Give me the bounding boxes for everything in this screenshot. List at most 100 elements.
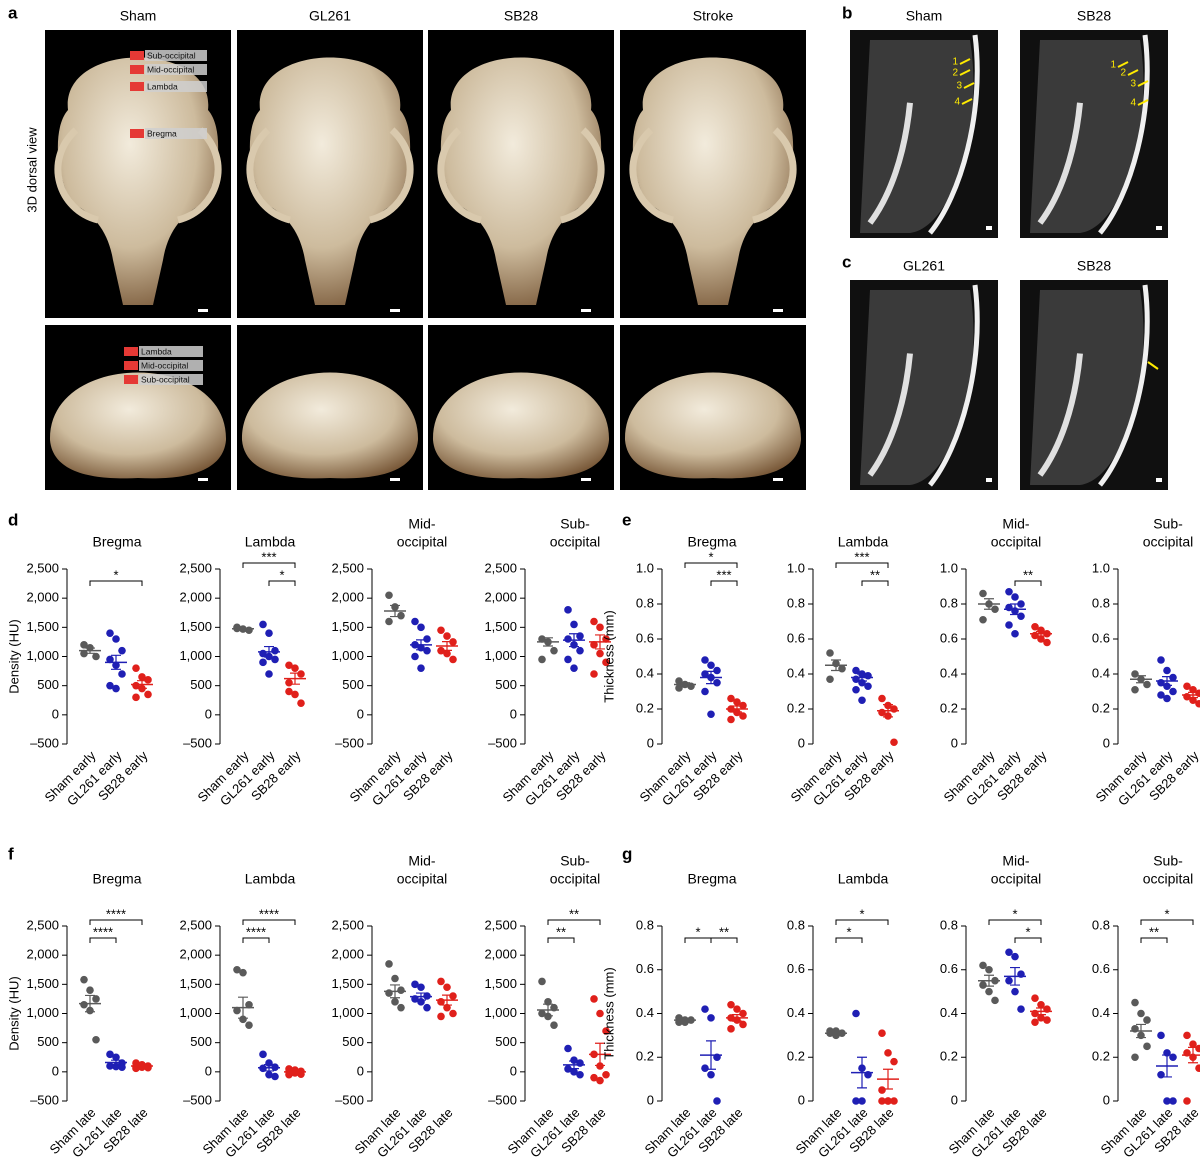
data-point [538, 977, 546, 986]
error-bar [706, 1040, 716, 1070]
data-point [864, 682, 872, 691]
data-point [564, 655, 572, 664]
y-tick-label: 0.4 [787, 1005, 805, 1020]
data-point [707, 710, 715, 719]
significance-label: * [113, 567, 118, 582]
ct-bone [867, 353, 913, 477]
y-tick-label: –500 [183, 735, 212, 750]
error-bar [416, 992, 426, 1001]
data-point [602, 1070, 610, 1079]
data-point [437, 977, 445, 986]
data-point [852, 1009, 860, 1018]
error-bar [680, 1018, 690, 1022]
data-point [590, 641, 598, 649]
data-point [1131, 685, 1139, 694]
chart-title: Mid- [1002, 853, 1030, 869]
significance-label: **** [106, 906, 126, 921]
error-bar [111, 1059, 121, 1066]
data-point [259, 658, 267, 667]
data-point [1157, 691, 1165, 699]
data-point [138, 673, 146, 681]
significance-label: ** [1023, 567, 1033, 582]
y-tick-label: 0.4 [940, 1005, 958, 1020]
data-point [991, 605, 999, 614]
y-tick-label: 0 [1103, 1092, 1110, 1107]
data-point [245, 1000, 253, 1009]
y-tick-label: 500 [342, 677, 364, 692]
arrow [1137, 80, 1149, 87]
y-tick-label: –500 [335, 1092, 364, 1107]
panel-letter: e [622, 510, 631, 529]
y-tick-label: 500 [190, 1034, 212, 1049]
data-point [1137, 1009, 1145, 1018]
arrow [1127, 69, 1139, 76]
y-tick-label: 0.6 [787, 961, 805, 976]
data-point [1143, 1042, 1151, 1051]
data-point [713, 666, 721, 675]
scale-bar [773, 309, 783, 312]
data-point [92, 995, 100, 1003]
y-tick-label: 0 [205, 706, 212, 721]
significance-label: **** [259, 906, 279, 921]
y-tick-label: 500 [37, 677, 59, 692]
data-point [550, 1021, 558, 1029]
y-tick-label: 1,000 [179, 1005, 212, 1020]
data-point [570, 664, 578, 672]
data-point [979, 981, 987, 989]
data-point [858, 1097, 866, 1105]
data-point [570, 1056, 578, 1064]
data-point [890, 705, 898, 713]
significance-label: * [1164, 906, 1169, 921]
data-point [858, 696, 866, 705]
data-point [1195, 1044, 1200, 1053]
data-point [411, 652, 419, 661]
significance-label: ** [556, 924, 566, 939]
error-bar [390, 604, 400, 618]
scale-bar [390, 478, 400, 481]
y-tick-label: 1,000 [179, 648, 212, 663]
data-point [239, 1015, 247, 1024]
error-bar [111, 654, 121, 670]
chart-title: Bregma [687, 871, 736, 887]
data-point [826, 649, 834, 657]
data-point [878, 1086, 886, 1094]
data-point [538, 635, 546, 643]
chart-title: occipital [397, 534, 448, 550]
y-tick-label: 0 [357, 706, 364, 721]
region-tag: Sub-occipital [141, 374, 190, 384]
image-title: Sham [906, 8, 943, 24]
data-point [1037, 635, 1045, 643]
data-point [1017, 1005, 1025, 1013]
zygomatic-arch [629, 127, 797, 224]
data-point [285, 678, 293, 687]
data-point [265, 629, 273, 637]
scale-bar [581, 478, 591, 481]
data-point [852, 685, 860, 694]
data-point [590, 1073, 598, 1082]
image-title: Stroke [693, 8, 734, 24]
arrow [959, 69, 971, 76]
error-bar [857, 1056, 867, 1089]
data-point [449, 655, 457, 664]
y-tick-label: –500 [30, 735, 59, 750]
data-point [1195, 1064, 1200, 1072]
data-point [291, 690, 299, 699]
arrow [1137, 99, 1149, 106]
data-point [291, 664, 299, 672]
arrow [959, 58, 971, 65]
significance-label: * [1025, 924, 1030, 939]
y-tick-label: 0.4 [940, 665, 958, 680]
y-tick-label: 0.6 [1092, 630, 1110, 645]
chart-title: Sub- [1153, 853, 1183, 869]
y-tick-label: 2,500 [484, 560, 517, 575]
significance-bracket [1140, 937, 1168, 943]
y-tick-label: 1,000 [26, 648, 59, 663]
data-point [733, 1005, 741, 1013]
y-tick-label: 0.2 [787, 1049, 805, 1064]
y-tick-label: 0.8 [940, 917, 958, 932]
significance-label: * [846, 924, 851, 939]
data-point [1189, 1040, 1197, 1048]
data-point [271, 1072, 279, 1081]
data-point [285, 687, 293, 696]
data-point [1183, 1097, 1191, 1105]
